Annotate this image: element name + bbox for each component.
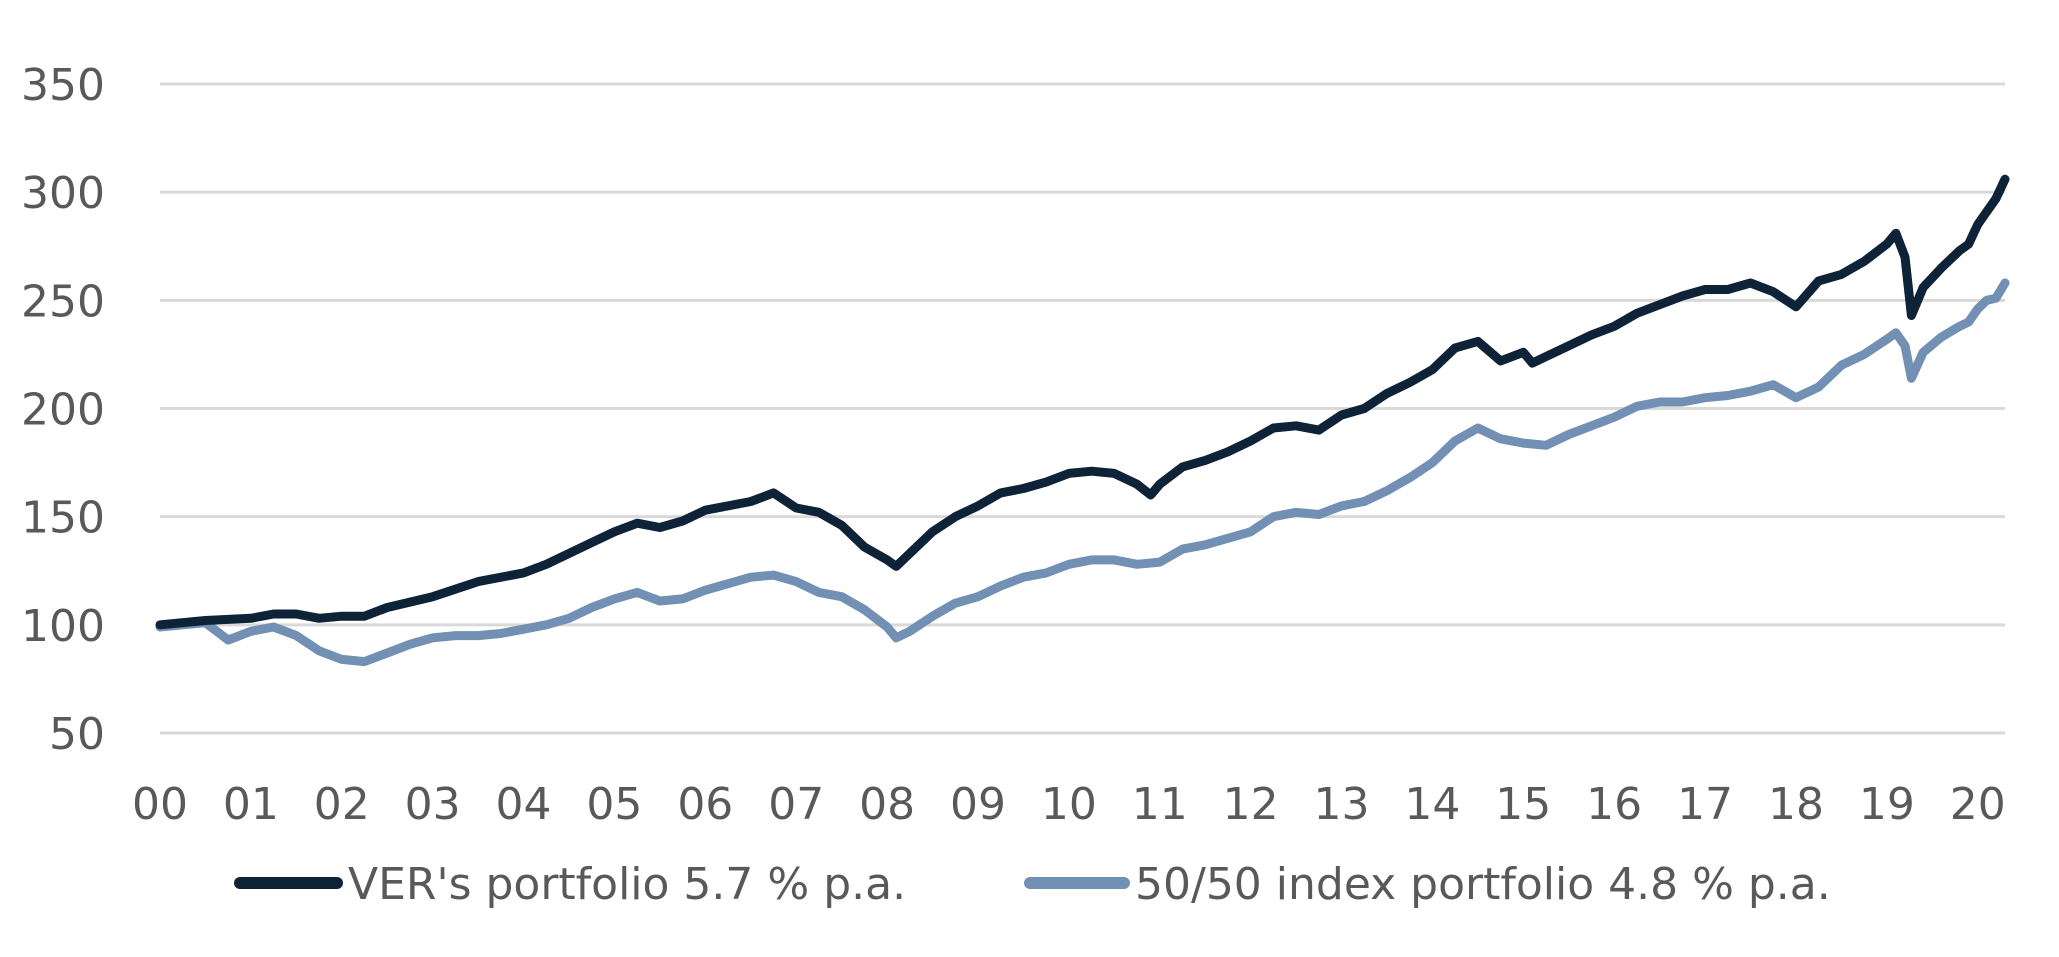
legend-label-ver-portfolio: VER's portfolio 5.7 % p.a.	[348, 859, 906, 910]
x-tick-label: 10	[1041, 779, 1097, 830]
legend-label-index-portfolio: 50/50 index portfolio 4.8 % p.a.	[1135, 859, 1831, 910]
x-tick-label: 03	[405, 779, 461, 830]
y-tick-label: 100	[21, 601, 105, 652]
x-tick-label: 15	[1495, 779, 1551, 830]
x-tick-label: 18	[1768, 779, 1824, 830]
x-tick-label: 05	[586, 779, 642, 830]
y-tick-label: 300	[21, 168, 105, 219]
x-tick-label: 19	[1859, 779, 1915, 830]
x-tick-label: 02	[314, 779, 370, 830]
series-line-ver-portfolio	[155, 174, 2010, 630]
y-axis-ticks: 50 100 150 200 250 300 350	[21, 60, 105, 760]
y-tick-label: 200	[21, 385, 105, 436]
x-tick-label: 14	[1404, 779, 1460, 830]
x-tick-label: 11	[1132, 779, 1188, 830]
x-tick-label: 01	[223, 779, 279, 830]
y-tick-label: 150	[21, 493, 105, 544]
y-tick-label: 50	[49, 709, 105, 760]
series-lines	[155, 174, 2010, 667]
series-line-index-portfolio	[155, 278, 2010, 667]
legend: VER's portfolio 5.7 % p.a. 50/50 index p…	[234, 859, 1831, 910]
x-tick-label: 20	[1950, 779, 2006, 830]
x-tick-label: 04	[496, 779, 552, 830]
gridlines	[160, 82, 2005, 735]
x-axis-ticks: 00 01 02 03 04 05 06 07 08 09 10 11 12 13 14 15 16 17 18 19…	[132, 779, 2006, 830]
y-tick-label: 350	[21, 60, 105, 111]
x-tick-label: 08	[859, 779, 915, 830]
x-tick-label: 09	[950, 779, 1006, 830]
x-tick-label: 13	[1314, 779, 1370, 830]
x-tick-label: 07	[768, 779, 824, 830]
y-tick-label: 250	[21, 276, 105, 327]
x-tick-label: 17	[1677, 779, 1733, 830]
x-tick-label: 12	[1223, 779, 1279, 830]
x-tick-label: 06	[677, 779, 733, 830]
x-tick-label: 00	[132, 779, 188, 830]
x-tick-label: 16	[1586, 779, 1642, 830]
